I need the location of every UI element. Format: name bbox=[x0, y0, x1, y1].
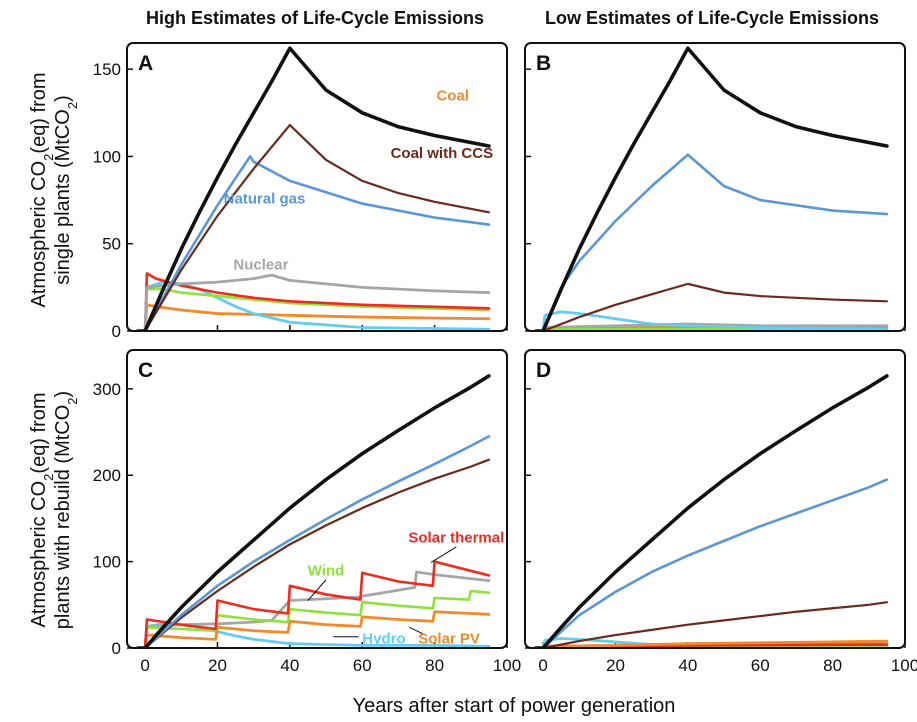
series-line-coal-ccs bbox=[535, 282, 888, 330]
y-tick-label: 100 bbox=[93, 147, 121, 166]
series-line-solar-thermal bbox=[535, 643, 889, 647]
y-axis-title-bottom: Atmospheric CO2(eq) from plants with reb… bbox=[28, 391, 80, 629]
series-label-natural-gas: Natural gas bbox=[224, 190, 306, 207]
series-label-nuclear: Nuclear bbox=[233, 257, 288, 274]
series-lines bbox=[534, 374, 889, 647]
series-line-coal bbox=[534, 46, 889, 330]
y-tick-label: 50 bbox=[102, 235, 121, 254]
panel-frame bbox=[524, 349, 906, 649]
x-tick-label: 80 bbox=[823, 656, 842, 675]
x-tick-label: 0 bbox=[140, 656, 149, 675]
series-line-coal-ccs bbox=[137, 458, 490, 647]
series-label-coal: Coal bbox=[436, 87, 469, 104]
series-line-coal-ccs bbox=[535, 601, 888, 647]
x-tick-label: 40 bbox=[280, 656, 299, 675]
x-tick-label: 100 bbox=[493, 656, 521, 675]
label-leader-line bbox=[409, 626, 424, 635]
y-tick-label: 150 bbox=[93, 60, 121, 79]
y-tick-label: 300 bbox=[93, 380, 121, 399]
panel-letter: A bbox=[138, 52, 153, 75]
y-axis-title-bottom-line2: plants with rebuild (MtCO2) bbox=[52, 391, 80, 629]
panel-frame bbox=[524, 42, 906, 332]
series-line-solar-pv bbox=[534, 639, 889, 647]
series-line-natural-gas bbox=[535, 153, 889, 330]
series-line-coal-ccs bbox=[137, 123, 490, 330]
panel-frame bbox=[126, 349, 508, 649]
series-label-hydro: Hydro bbox=[362, 630, 405, 647]
x-tick-label: 80 bbox=[425, 656, 444, 675]
x-tick-label: 60 bbox=[751, 656, 770, 675]
series-lines bbox=[136, 46, 491, 330]
x-tick-label: 100 bbox=[891, 656, 917, 675]
y-axis-title-top: Atmospheric CO2(eq) from single plants (… bbox=[28, 72, 80, 307]
series-label-solar-thermal: Solar thermal bbox=[408, 529, 504, 546]
series-lines bbox=[136, 374, 491, 647]
series-line-natural-gas bbox=[137, 155, 491, 330]
label-leader-line bbox=[430, 546, 457, 563]
x-tick-label: 20 bbox=[606, 656, 625, 675]
series-line-natural-gas bbox=[137, 435, 491, 647]
panel-letter: D bbox=[536, 359, 551, 382]
panel-frame bbox=[126, 42, 508, 332]
series-line-wind bbox=[535, 327, 889, 330]
panel-a: 0 50 100 150 A Coal Coal with CCS Natural gas Nu… bbox=[93, 42, 508, 341]
series-lines bbox=[534, 46, 889, 330]
panels: 0 50 100 150 A Coal Coal with CCS Natural gas Nu… bbox=[93, 42, 917, 675]
series-line-hydro bbox=[534, 310, 889, 330]
y-axis-title-bottom-line1: Atmospheric CO2(eq) from bbox=[28, 392, 56, 627]
column-title-high: High Estimates of Life-Cycle Emissions bbox=[146, 8, 484, 28]
x-axis-title: Years after start of power generation bbox=[353, 695, 676, 717]
panel-d: 0 20 40 60 80 100 D bbox=[524, 349, 917, 675]
series-line-coal bbox=[136, 374, 491, 647]
x-tick-label: 40 bbox=[678, 656, 697, 675]
x-tick-label: 60 bbox=[353, 656, 372, 675]
series-label-solar-pv: Solar PV bbox=[418, 630, 480, 647]
y-tick-label: 0 bbox=[112, 322, 121, 341]
series-line-natural-gas bbox=[535, 478, 889, 647]
y-axis-title-top-line2: single plants (MtCO2) bbox=[52, 95, 80, 285]
x-tick-label: 0 bbox=[538, 656, 547, 675]
label-leader-line bbox=[307, 579, 327, 601]
panel-letter: C bbox=[138, 359, 153, 382]
series-line-wind bbox=[137, 589, 491, 647]
series-line-nuclear bbox=[136, 273, 491, 330]
y-tick-label: 200 bbox=[93, 466, 121, 485]
column-title-low: Low Estimates of Life-Cycle Emissions bbox=[545, 8, 879, 28]
x-tick-label: 20 bbox=[208, 656, 227, 675]
series-line-coal bbox=[534, 374, 889, 647]
y-tick-label: 100 bbox=[93, 553, 121, 572]
panel-b: B bbox=[524, 42, 906, 332]
panel-letter: B bbox=[536, 52, 551, 75]
series-line-nuclear bbox=[534, 322, 889, 330]
y-tick-label: 0 bbox=[112, 639, 121, 658]
panel-c: 0 20 40 60 80 100 0 100 200 300 C Solar thermal Wind… bbox=[93, 349, 521, 675]
y-axis-title-top-line1: Atmospheric CO2(eq) from bbox=[28, 72, 56, 307]
series-label-coal-with-ccs: Coal with CCS bbox=[391, 145, 494, 162]
series-line-solar-thermal bbox=[137, 560, 491, 647]
series-line-coal bbox=[136, 46, 491, 330]
series-label-wind: Wind bbox=[308, 562, 345, 579]
series-line-solar-pv bbox=[136, 610, 491, 647]
